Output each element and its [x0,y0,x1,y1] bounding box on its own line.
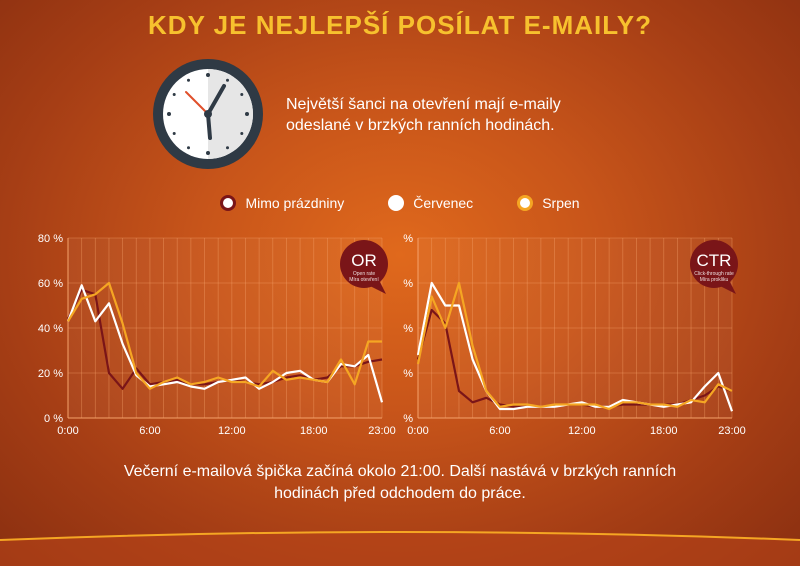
x-tick-label: 0:00 [57,425,78,437]
open-rate-chart: 0 % 20 % 40 % 60 % 80 % 0:00 6:00 12:00 18:00 23:… [38,233,396,437]
y-tick-label: 40 % [38,323,63,335]
plot-area [418,238,732,418]
y-tick-label: 20 % [38,368,63,380]
badge-subtitle: Click-through rate [694,271,734,277]
badge-title: CTR [697,251,732,270]
footer-line: Večerní e-mailová špička začíná okolo 21… [123,463,677,480]
x-tick-label: 23:00 [368,425,396,437]
ctr-chart: 0 % 10 % 20 % 30 % 40 % 0:00 6:00 12:00 18:00 23:… [400,233,746,437]
y-tick-label: 60 % [38,278,63,290]
bottom-wave [0,531,800,566]
y-tick-label: 0 % [400,413,413,425]
badge-subtitle: Open rate [353,271,375,277]
legend-marker-icon [388,195,405,211]
y-tick-label: 40 % [400,233,413,245]
x-tick-label: 18:00 [650,425,678,437]
y-tick-label: 30 % [400,278,413,290]
x-tick-label: 12:00 [568,425,596,437]
intro-line: odeslané v brzkých ranních hodinách. [286,117,555,134]
legend-item-srpen: Srpen [517,195,580,211]
badge-circle [340,240,388,288]
x-tick-label: 0:00 [407,425,428,437]
plot-area [68,238,382,418]
legend-item-cervenec: Červenec [388,195,473,211]
legend-marker-icon [517,195,534,211]
srpen-line [67,281,382,390]
y-tick-label: 80 % [38,233,63,245]
footer-text: Večerní e-mailová špička začíná okolo 21… [100,461,700,505]
legend-label: Srpen [542,195,580,211]
badge-title: OR [351,251,377,270]
clock-icon [153,59,263,169]
badge-subtitle: Míra prokliku [700,277,729,283]
page-title: KDY JE NEJLEPŠÍ POSÍLAT E-MAILY? [148,10,652,40]
srpen-line [416,281,733,411]
legend-item-mimo: Mimo prázdniny [220,195,344,211]
intro-text: Největší šanci na otevření mají e-maily … [286,94,606,136]
x-tick-label: 18:00 [300,425,328,437]
footer-line: hodinách před odchodem do práce. [274,485,526,502]
x-tick-label: 12:00 [218,425,246,437]
y-tick-label: 20 % [400,323,413,335]
legend-label: Červenec [413,195,474,211]
badge-circle [690,240,738,288]
badge-subtitle: Míra otevření [349,277,379,283]
x-tick-label: 6:00 [139,425,160,437]
y-tick-label: 0 % [44,413,63,425]
legend: Mimo prázdniny Červenec Srpen [0,195,800,211]
legend-marker-icon [220,195,237,211]
legend-label: Mimo prázdniny [245,195,345,211]
x-tick-label: 23:00 [718,425,746,437]
x-tick-label: 6:00 [489,425,510,437]
intro-line: Největší šanci na otevření mají e-maily [286,96,561,113]
y-tick-label: 10 % [400,368,413,380]
